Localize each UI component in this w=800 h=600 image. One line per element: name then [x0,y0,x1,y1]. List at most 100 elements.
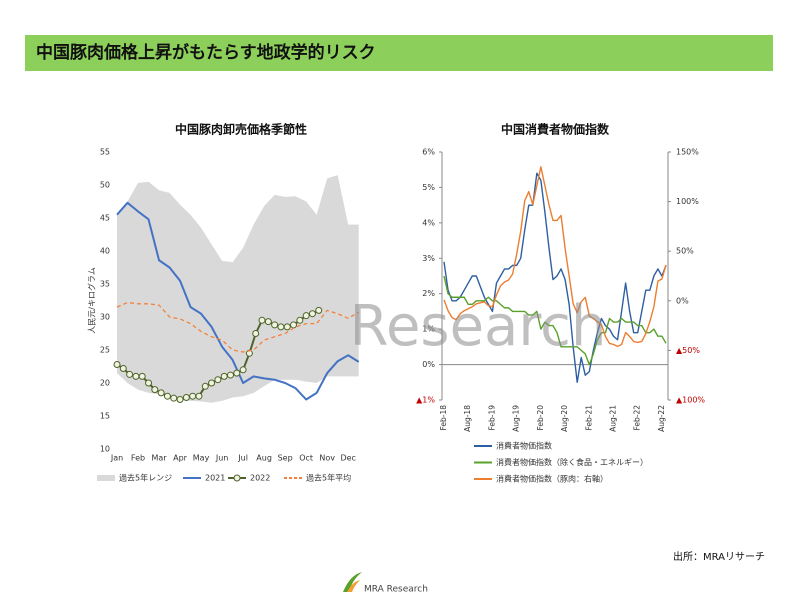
legend-label: 過去5年レンジ [119,473,172,483]
x-tick-label: Feb-20 [536,405,545,431]
series-marker [315,306,323,314]
series-marker [201,382,209,390]
y2-tick-label: ▲100% [676,396,705,405]
y-tick-label: 40 [100,247,110,256]
y-tick-label: 45 [100,214,110,223]
legend-swatch [97,475,115,481]
series-marker [157,389,165,397]
series-marker [195,392,203,400]
range-area [117,175,359,403]
x-tick-label: Aug-19 [512,405,521,432]
x-tick-label: Aug-22 [657,405,666,432]
x-tick-label: Feb-22 [633,405,642,431]
series-marker [283,323,291,331]
chart-title: 中国豚肉卸売価格季節性 [175,122,307,137]
y-axis-label: 人民元/キログラム [87,267,97,333]
x-tick-label: Feb [131,454,145,463]
x-tick-label: Feb-21 [584,405,593,431]
x-tick-label: Mar [151,454,167,463]
y-tick-label: 20 [100,379,110,388]
series-marker [258,316,266,324]
logo-text: MRA Research [364,585,428,595]
series-marker [239,366,247,374]
y-tick-label: 25 [100,346,110,355]
series-marker [170,394,178,402]
series-marker [302,312,310,320]
y2-tick-label: 0% [676,296,689,305]
x-tick-label: Apr [173,454,188,463]
series-marker [233,369,241,377]
series-marker [138,372,146,380]
x-tick-label: Jul [237,454,248,463]
y-tick-label: 0% [422,360,435,369]
series-marker [119,364,127,372]
y2-tick-label: ▲50% [676,346,700,355]
series-marker [296,316,304,324]
y-tick-label: 50 [100,181,110,190]
y2-tick-label: 100% [676,197,699,206]
x-tick-label: Feb-19 [487,405,496,431]
x-tick-label: Aug-20 [560,405,569,432]
x-tick-label: Aug [256,454,272,463]
y-tick-label: 35 [100,280,110,289]
y2-tick-label: 150% [676,148,699,157]
series-marker [277,323,285,331]
series-marker [208,379,216,387]
y-tick-label: 1% [422,325,435,334]
series-line [443,275,667,366]
y-tick-label: 10 [100,445,110,454]
series-marker [163,392,171,400]
series-marker [226,371,234,379]
y-tick-label: 3% [422,254,435,263]
legend-label: 消費者物価指数（豚肉：右軸） [496,474,608,484]
series-marker [189,392,197,400]
x-tick-label: Feb-18 [439,405,448,431]
y2-tick-label: 50% [676,247,694,256]
x-tick-label: Jun [215,454,229,463]
x-tick-label: Aug-18 [463,405,472,432]
y-tick-label: 2% [422,289,435,298]
legend-label: 消費者物価指数 [496,441,552,451]
series-marker [290,321,298,329]
series-marker [145,379,153,387]
x-tick-label: May [193,454,210,463]
series-marker [252,330,260,337]
legend-label: 過去5年平均 [306,473,351,483]
series-line [443,172,667,383]
series-marker [151,386,159,394]
legend-label: 2022 [250,474,270,483]
x-tick-label: Dec [340,454,355,463]
y-tick-label: 4% [422,218,435,227]
legend-label: 消費者物価指数（除く食品・エネルギー） [496,457,648,467]
y-tick-label: 30 [100,313,110,322]
legend-label: 2021 [205,474,225,483]
series-marker [264,318,272,326]
source: 出所：MRAリサーチ [673,550,765,563]
series-marker [271,321,279,329]
y-tick-label: 15 [100,412,110,421]
series-marker [176,396,184,403]
y-tick-label: 5% [422,183,435,192]
header-bar [25,35,773,71]
series-marker [220,372,228,380]
x-tick-label: Sep [278,454,293,463]
header-title: 中国豚肉価格上昇がもたらす地政学的リスク [36,42,376,63]
series-line [116,301,360,353]
series-marker [126,370,134,378]
y-tick-label: ▲1% [416,396,435,405]
series-marker [113,361,121,369]
series-marker [182,394,190,402]
x-tick-label: Aug-21 [609,405,618,432]
y-tick-label: 55 [100,148,110,157]
x-tick-label: Nov [319,454,335,463]
series-marker [214,376,222,384]
series-marker [308,310,316,318]
chart-title: 中国消費者物価指数 [501,122,610,137]
logo-icon [343,572,362,592]
series-line [443,166,667,348]
x-tick-label: Jan [110,454,123,463]
legend-marker [233,474,241,482]
